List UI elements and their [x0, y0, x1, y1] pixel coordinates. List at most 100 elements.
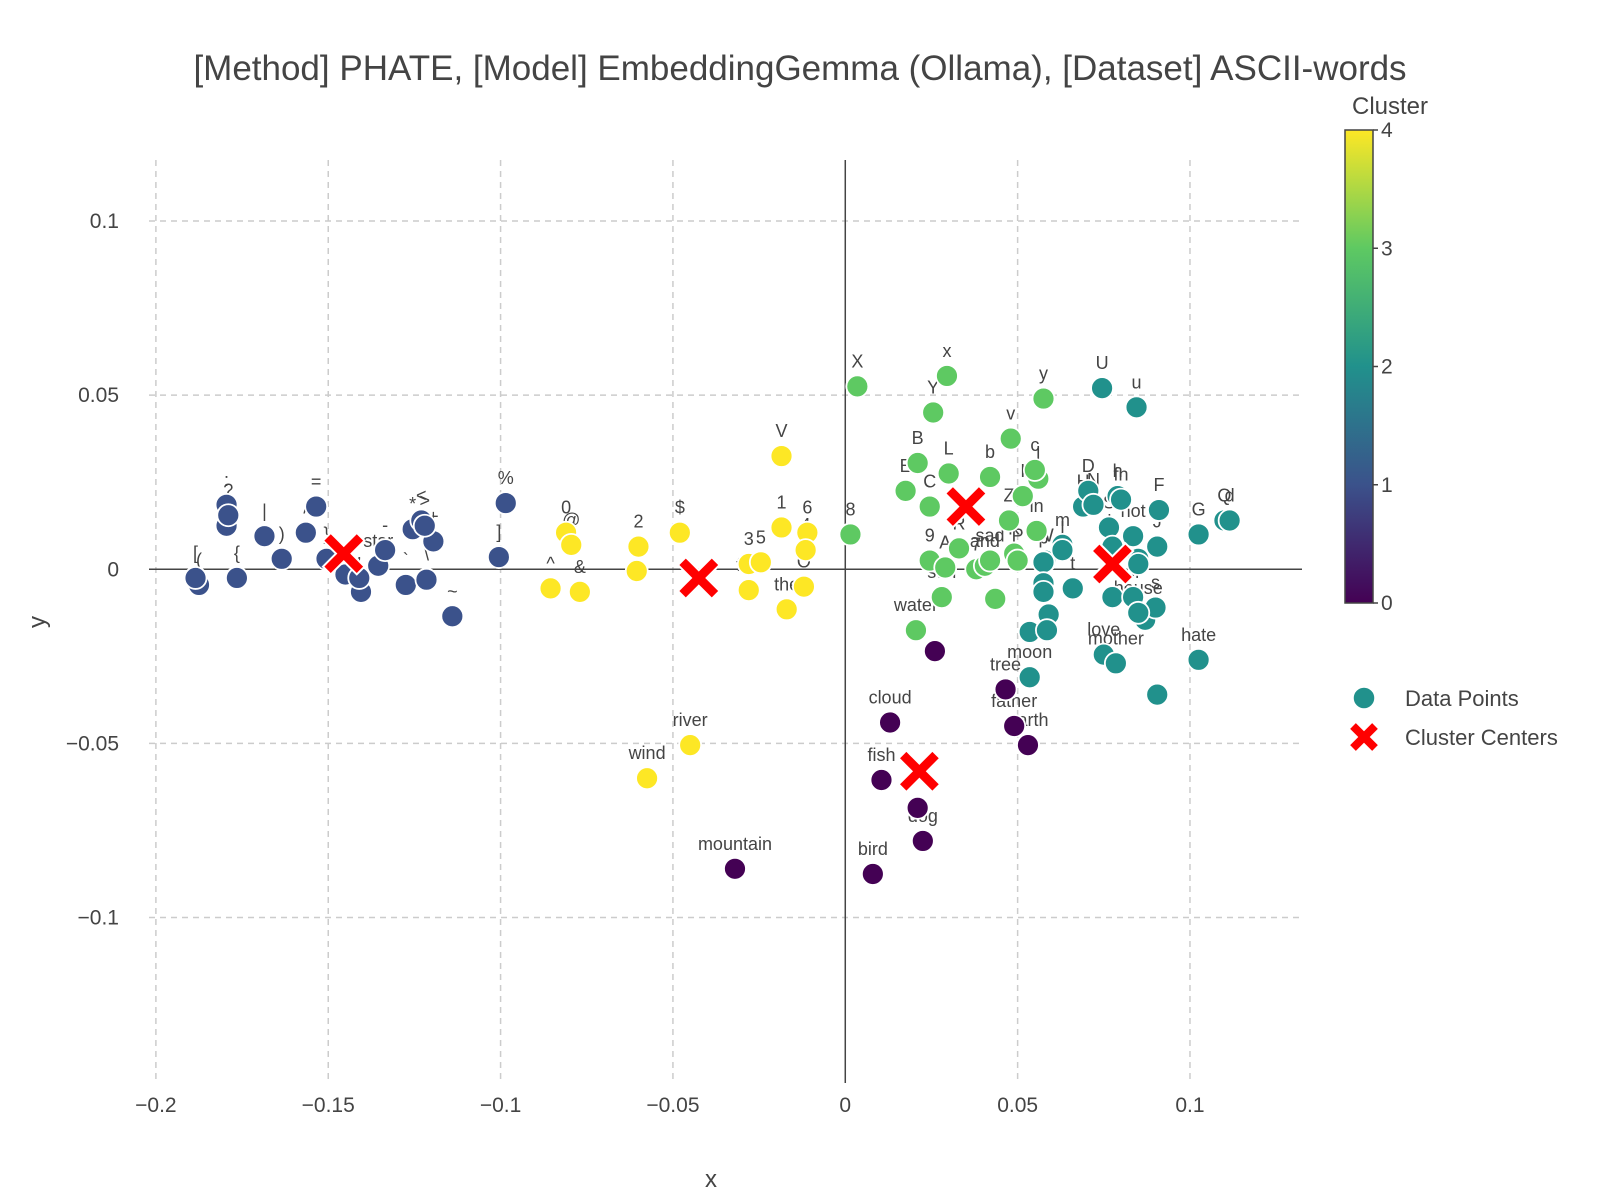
point-label: 9 — [925, 526, 935, 546]
data-point — [1060, 576, 1085, 601]
colorbar: Cluster 0 1 2 3 4 — [1344, 93, 1428, 615]
point-label: m — [1055, 510, 1070, 530]
point-label: 2 — [633, 512, 643, 532]
data-point — [1217, 508, 1242, 533]
data-point — [1017, 665, 1042, 690]
grid — [149, 160, 1302, 1083]
data-point — [635, 766, 659, 791]
data-point — [1186, 647, 1211, 672]
colorbar-tick-label: 4 — [1381, 119, 1393, 142]
point-label: fish — [867, 745, 895, 765]
data-point — [1090, 376, 1114, 401]
data-point — [224, 566, 249, 590]
y-tick-label: 0.1 — [90, 210, 119, 233]
data-point — [1109, 487, 1133, 512]
data-point — [1005, 548, 1030, 573]
data-point — [993, 677, 1018, 702]
data-point — [1031, 579, 1056, 604]
point-label: = — [311, 472, 322, 492]
data-point — [269, 546, 294, 571]
point-label: > — [419, 491, 430, 511]
point-label: { — [234, 543, 240, 563]
data-point — [1145, 534, 1170, 559]
y-tick-label: 0 — [107, 558, 119, 581]
colorbar-tick-label: 1 — [1381, 474, 1393, 497]
x-tick-label: −0.1 — [480, 1094, 521, 1117]
data-point — [917, 494, 942, 519]
point-label: j — [1059, 515, 1064, 535]
data-point — [1002, 714, 1027, 738]
colorbar-gradient — [1344, 129, 1374, 604]
point-label: 7 — [971, 534, 981, 554]
colorbar-tick-label: 3 — [1381, 237, 1393, 260]
x-tick-label: −0.2 — [135, 1094, 176, 1117]
data-point — [1103, 651, 1128, 676]
data-point — [905, 795, 930, 820]
point-label: } — [324, 524, 330, 544]
data-point — [1100, 585, 1125, 610]
data-point — [978, 548, 1002, 573]
point-label: bird — [858, 839, 888, 859]
point-label: u — [1132, 372, 1142, 392]
x-tick-label: −0.05 — [646, 1094, 699, 1117]
data-point — [933, 555, 958, 580]
point-label: hate — [1181, 625, 1216, 645]
point-label: , — [357, 543, 362, 563]
point-label: Y — [927, 378, 939, 398]
data-point — [869, 768, 894, 792]
data-point — [667, 520, 692, 545]
point-label: L — [944, 438, 954, 458]
data-point — [1035, 618, 1059, 643]
legend-item: Cluster Centers — [1350, 723, 1558, 751]
data-point — [748, 550, 773, 575]
point-label: tree — [990, 654, 1021, 674]
data-point — [838, 522, 863, 547]
point-label: mother — [1088, 628, 1144, 648]
data-point — [1097, 515, 1121, 540]
data-point — [904, 618, 928, 643]
point-label: X — [851, 351, 863, 371]
data-point — [983, 586, 1008, 611]
cluster-center-marker — [321, 531, 366, 576]
data-point — [1050, 538, 1075, 562]
point-label: b — [985, 442, 995, 462]
x-axis-title: x — [705, 1166, 717, 1193]
point-label: x — [942, 341, 951, 361]
data-point — [1016, 733, 1040, 758]
data-point — [921, 400, 946, 425]
data-point — [878, 710, 902, 735]
point-label: ` — [403, 550, 409, 570]
data-point — [860, 862, 885, 886]
data-point — [216, 503, 241, 528]
point-label: wind — [628, 743, 666, 763]
legend-x-icon — [1350, 723, 1378, 751]
point-label: fn — [1114, 465, 1129, 485]
point-label: 1 — [777, 492, 787, 512]
y-tick-label: −0.1 — [78, 907, 119, 930]
colorbar-tick-label: 2 — [1381, 356, 1393, 379]
point-label: U — [1096, 353, 1109, 373]
point-label: cloud — [869, 688, 912, 708]
point-label: and — [970, 531, 1000, 551]
point-label: 3 — [744, 529, 754, 549]
point-label: ) — [279, 524, 285, 544]
data-point — [929, 585, 954, 610]
point-label: V — [776, 421, 788, 441]
cluster-center-marker — [1090, 541, 1135, 587]
point-label: I — [1020, 461, 1025, 481]
legend-item: Data Points — [1352, 686, 1519, 711]
data-point — [304, 494, 329, 519]
point-label: love — [1087, 620, 1120, 640]
point-label: mountain — [698, 834, 772, 854]
data-point — [774, 597, 799, 622]
point-label: B — [912, 428, 924, 448]
data-point — [1186, 522, 1211, 547]
point-label: moon — [1007, 642, 1052, 662]
point-label: C — [923, 472, 936, 492]
data-point — [947, 536, 971, 561]
data-point — [893, 478, 918, 503]
point-label: t — [1070, 553, 1075, 573]
point-label: Z — [1004, 485, 1015, 505]
data-point — [978, 465, 1002, 489]
data-point — [769, 515, 794, 540]
